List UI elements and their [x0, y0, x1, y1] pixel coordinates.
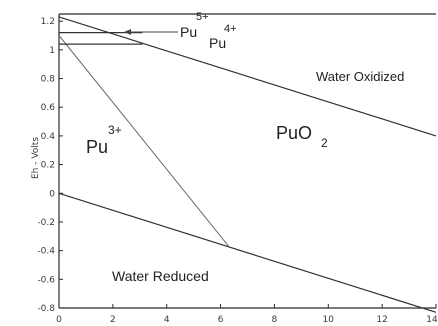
- x-tick-label: 14: [426, 315, 438, 325]
- pu5-label: Pu 5+: [180, 11, 209, 40]
- x-tick-label: 6: [218, 315, 224, 325]
- pu5-arrow: [124, 29, 178, 35]
- x-tick-label: 4: [164, 315, 170, 325]
- y-axis-label: Eh - Volts: [31, 137, 41, 179]
- x-tick-label: 8: [272, 315, 278, 325]
- pu3-puo2-boundary-line: [58, 35, 230, 247]
- water-oxidation-line: [58, 16, 437, 137]
- pu3-label-superscript: 3+: [108, 123, 122, 137]
- boundary-lines-layer: [58, 16, 437, 313]
- pu5-label-superscript: 5+: [196, 11, 209, 23]
- pu5-label-base: Pu: [180, 24, 197, 40]
- x-tick-label: 0: [56, 315, 62, 325]
- axes-layer: -0.8 -0.6 -0.4 -0.2 0 0.2 0.4 0.6 0.8 1 1.2 0 2 4 6 8 10…: [37, 13, 438, 325]
- pu3-region-label: Pu 3+: [86, 123, 122, 157]
- y-tick-label: -0.6: [37, 275, 55, 285]
- y-tick-label: 1.2: [41, 17, 55, 27]
- y-tick-label: 0: [49, 189, 55, 199]
- pu4-label-base: Pu: [209, 35, 226, 51]
- water-oxidized-label: Water Oxidized: [316, 69, 404, 84]
- y-tick-label: 0.6: [41, 103, 56, 113]
- pu4-label-superscript: 4+: [224, 23, 237, 35]
- x-tick-label: 2: [110, 315, 116, 325]
- y-tick-label: 1: [49, 46, 55, 56]
- water-reduction-line: [58, 192, 437, 313]
- y-tick-label: 0.2: [41, 161, 55, 171]
- y-tick-label: -0.4: [37, 247, 55, 257]
- y-tick-label: 0.8: [41, 75, 56, 85]
- y-tick-label: 0.4: [41, 132, 56, 142]
- x-tick-label: 12: [376, 315, 387, 325]
- puo2-region-label: PuO 2: [276, 123, 328, 150]
- pu4-label: Pu 4+: [209, 23, 237, 51]
- pu5-arrow-head: [124, 29, 131, 35]
- water-reduced-label: Water Reduced: [112, 268, 209, 284]
- puo2-label-subscript: 2: [321, 136, 328, 150]
- x-tick-label: 10: [323, 315, 335, 325]
- y-tick-label: -0.8: [37, 304, 55, 314]
- y-tick-label: -0.2: [37, 218, 55, 228]
- pu3-label-base: Pu: [86, 137, 108, 157]
- puo2-label-base: PuO: [276, 123, 312, 143]
